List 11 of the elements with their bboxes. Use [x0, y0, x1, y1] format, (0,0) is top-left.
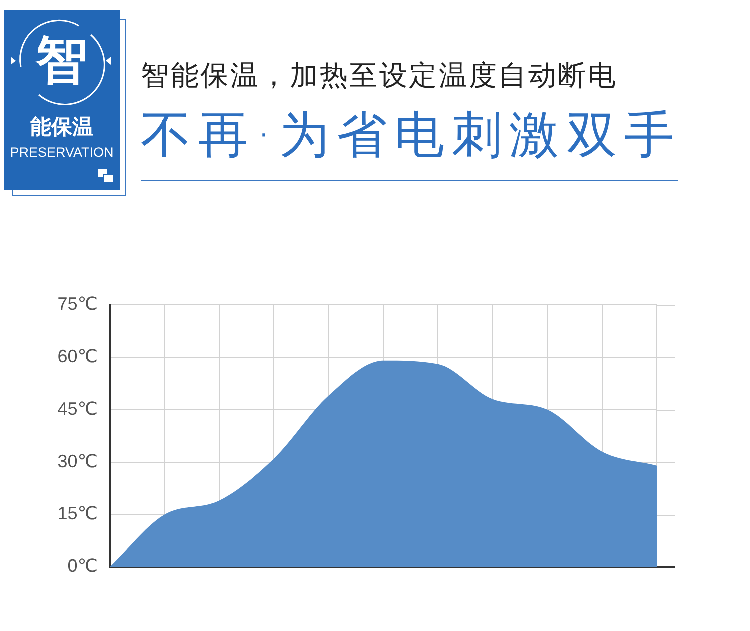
- text: 智: [34, 31, 89, 91]
- text: 能保温: [30, 114, 94, 140]
- chart-subtitle: 不再·为省电刺激双手: [141, 105, 682, 166]
- y-tick-label: 30℃: [58, 451, 98, 472]
- y-tick-label: 60℃: [58, 346, 98, 366]
- y-tick-label: 45℃: [58, 398, 98, 419]
- chart-title: 智能保温，加热至设定温度自动断电: [141, 58, 618, 94]
- y-tick-label: 75℃: [58, 294, 98, 314]
- y-tick-label: 15℃: [58, 504, 98, 524]
- text: PRESERVATION: [9, 144, 115, 161]
- y-tick-label: 0℃: [68, 556, 98, 576]
